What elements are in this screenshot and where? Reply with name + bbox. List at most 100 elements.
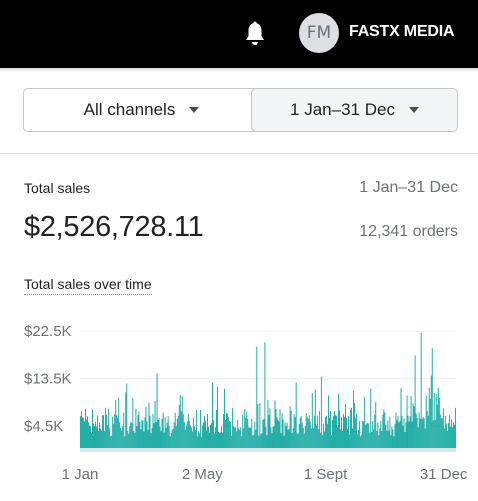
bar[interactable] xyxy=(336,415,337,450)
bar[interactable] xyxy=(100,428,102,450)
bar[interactable] xyxy=(270,427,272,450)
bar[interactable] xyxy=(390,435,392,450)
bar[interactable] xyxy=(348,416,349,450)
bar[interactable] xyxy=(221,426,222,450)
bar[interactable] xyxy=(234,427,236,450)
bar[interactable] xyxy=(376,431,378,450)
bar[interactable] xyxy=(192,417,194,450)
bar[interactable] xyxy=(102,415,104,450)
bar[interactable] xyxy=(327,395,329,450)
bar[interactable] xyxy=(199,409,201,450)
bar[interactable] xyxy=(435,394,437,450)
bar[interactable] xyxy=(272,426,274,450)
bar[interactable] xyxy=(352,428,354,450)
bar[interactable] xyxy=(151,427,153,450)
bar[interactable] xyxy=(350,409,352,450)
channel-select-button[interactable]: All channels xyxy=(23,88,260,132)
bar[interactable] xyxy=(128,433,130,450)
bar[interactable] xyxy=(374,414,376,450)
bar[interactable] xyxy=(147,429,149,450)
bar[interactable] xyxy=(168,425,170,450)
bar[interactable] xyxy=(399,421,401,450)
bar[interactable] xyxy=(153,423,155,450)
bar[interactable] xyxy=(277,419,279,450)
bar[interactable] xyxy=(389,416,391,450)
bar[interactable] xyxy=(240,427,242,450)
bar[interactable] xyxy=(284,422,286,451)
bar[interactable] xyxy=(320,376,322,450)
bar[interactable] xyxy=(362,421,364,450)
bar[interactable] xyxy=(449,426,451,450)
bar[interactable] xyxy=(411,421,413,451)
bar[interactable] xyxy=(356,413,358,450)
bar[interactable] xyxy=(288,428,290,450)
bar[interactable] xyxy=(84,421,85,451)
bar[interactable] xyxy=(453,424,455,450)
bar[interactable] xyxy=(97,415,98,450)
bar[interactable] xyxy=(378,435,380,450)
bar[interactable] xyxy=(211,423,212,450)
bar[interactable] xyxy=(346,417,347,450)
bar[interactable] xyxy=(201,425,203,450)
bar[interactable] xyxy=(414,355,416,451)
bar[interactable] xyxy=(180,411,182,451)
bar[interactable] xyxy=(331,435,332,450)
bar[interactable] xyxy=(441,418,443,450)
bar[interactable] xyxy=(164,417,166,450)
bar[interactable] xyxy=(392,429,394,450)
bar[interactable] xyxy=(366,423,368,450)
bar[interactable] xyxy=(328,417,330,450)
bar[interactable] xyxy=(247,418,249,450)
bar[interactable] xyxy=(313,415,315,450)
bar[interactable] xyxy=(213,420,214,450)
bar[interactable] xyxy=(92,409,93,450)
bar[interactable] xyxy=(248,427,250,450)
bar[interactable] xyxy=(229,421,231,450)
bar[interactable] xyxy=(452,422,454,451)
bar[interactable] xyxy=(98,431,99,450)
bar[interactable] xyxy=(252,435,254,450)
bar[interactable] xyxy=(302,427,304,450)
bar[interactable] xyxy=(159,426,161,450)
bar[interactable] xyxy=(120,427,122,450)
bar[interactable] xyxy=(304,426,306,450)
bar[interactable] xyxy=(335,415,336,450)
bar[interactable] xyxy=(224,388,226,450)
bar[interactable] xyxy=(173,422,175,451)
bar[interactable] xyxy=(263,418,265,450)
bar[interactable] xyxy=(243,428,245,450)
bar[interactable] xyxy=(447,423,449,450)
bar[interactable] xyxy=(162,412,164,451)
bar[interactable] xyxy=(122,426,124,450)
bar[interactable] xyxy=(297,433,299,450)
bar[interactable] xyxy=(454,407,456,450)
bar[interactable] xyxy=(275,408,277,450)
bar[interactable] xyxy=(357,434,359,450)
bar[interactable] xyxy=(184,429,186,450)
bar[interactable] xyxy=(209,432,210,450)
bar[interactable] xyxy=(198,433,200,450)
bar[interactable] xyxy=(359,421,361,450)
bar[interactable] xyxy=(214,433,215,450)
bar[interactable] xyxy=(149,415,151,450)
bar[interactable] xyxy=(400,388,402,450)
bar[interactable] xyxy=(347,428,348,450)
bar[interactable] xyxy=(136,426,138,450)
bar[interactable] xyxy=(412,403,414,451)
bar[interactable] xyxy=(207,414,208,450)
bar[interactable] xyxy=(134,433,136,450)
bar[interactable] xyxy=(177,415,179,450)
bar[interactable] xyxy=(202,422,204,451)
bar[interactable] xyxy=(308,415,310,450)
bar[interactable] xyxy=(295,382,297,450)
bar[interactable] xyxy=(227,413,229,450)
avatar[interactable]: FM xyxy=(299,13,339,53)
bar[interactable] xyxy=(143,431,145,451)
bar[interactable] xyxy=(90,426,91,450)
bar[interactable] xyxy=(403,418,405,450)
bar[interactable] xyxy=(242,414,244,450)
bar[interactable] xyxy=(324,416,326,450)
bar[interactable] xyxy=(290,410,292,450)
bar[interactable] xyxy=(294,417,296,450)
bar[interactable] xyxy=(249,427,251,450)
